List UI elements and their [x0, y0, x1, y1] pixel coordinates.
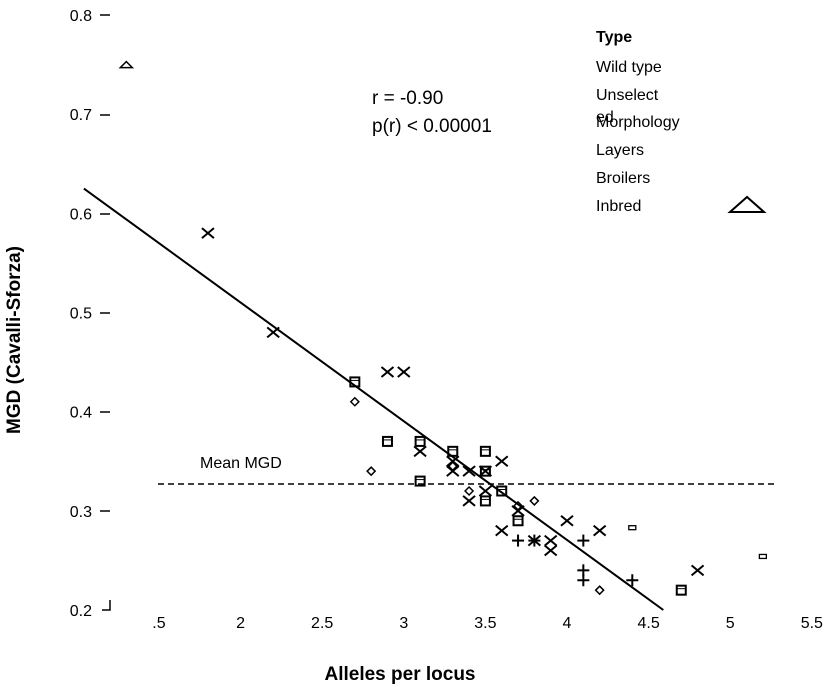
y-tick-label: 0.7: [70, 107, 92, 124]
data-points: [118, 60, 768, 596]
point-square: [414, 475, 426, 487]
point-plus: [512, 534, 525, 547]
y-tick-label: 0.3: [70, 504, 92, 521]
y-tick-label: 0.5: [70, 306, 92, 323]
point-cross: [201, 227, 215, 239]
p-value-label: p(r) < 0.00001: [372, 116, 492, 137]
point-cross: [495, 524, 509, 537]
point-square: [381, 435, 393, 447]
point-square: [675, 584, 687, 596]
point-cross: [478, 485, 493, 497]
y-axis-title: MGD (Cavalli-Sforza): [4, 246, 25, 434]
x-tick-label: 4: [563, 615, 572, 632]
legend-item-wild-type: Wild type: [596, 59, 662, 76]
x-tick-label: 5: [726, 615, 735, 632]
point-triangle: [118, 60, 135, 69]
legend-item-morphology: Morphology: [596, 114, 680, 131]
point-square: [447, 445, 459, 457]
mean-mgd-label: Mean MGD: [200, 455, 282, 472]
point-cross: [266, 326, 280, 339]
legend-title: Type: [596, 29, 632, 46]
point-cross: [413, 445, 427, 458]
point-cross: [462, 465, 476, 477]
point-diamond: [529, 495, 540, 506]
point-square: [479, 465, 491, 477]
y-tick-label: 0.2: [70, 603, 92, 620]
point-diamond: [512, 500, 524, 511]
point-cross: [544, 544, 558, 557]
point-square: [512, 515, 524, 527]
point-plus: [577, 574, 590, 587]
point-diamond: [464, 485, 475, 497]
legend-item-layers: Layers: [596, 142, 644, 159]
x-tick-label: 2.5: [311, 615, 333, 632]
y-tick-label: 0.4: [70, 405, 92, 422]
point-cross: [560, 514, 574, 527]
x-axis-title: Alleles per locus: [324, 664, 475, 685]
y-tick-labels: 0.2 0.3 0.4 0.5 0.6 0.7 0.8: [70, 8, 92, 620]
point-square: [414, 435, 426, 447]
x-tick-label: 3.5: [474, 615, 496, 632]
point-cross: [593, 524, 607, 537]
point-square: [479, 495, 491, 507]
legend-item-unselected: Unselect ed: [596, 87, 659, 126]
point-diamond: [349, 396, 360, 407]
point-plus: [577, 534, 590, 547]
point-diamond: [447, 461, 458, 472]
x-tick-label: 2: [236, 615, 245, 632]
point-cross: [397, 366, 411, 378]
point-cross: [690, 564, 705, 577]
x-tick-label: 4.5: [637, 615, 659, 632]
y-tick-label: 0.6: [70, 206, 92, 223]
x-tick-labels: .5 2 2.5 3 3.5 4 4.5 5 5.5: [152, 615, 823, 632]
point-dash: [628, 525, 637, 531]
point-cross: [462, 495, 476, 507]
x-tick-label: 5.5: [801, 615, 823, 632]
point-plus: [626, 574, 639, 587]
axes: [100, 14, 111, 611]
point-plus: [528, 534, 541, 547]
point-cross: [544, 534, 558, 547]
axis-corner: [102, 600, 111, 611]
point-diamond: [366, 466, 377, 477]
point-dash: [758, 553, 768, 560]
x-tick-label: 3: [399, 615, 408, 632]
correlation-label: r = -0.90: [372, 88, 443, 109]
legend-item-broilers: Broilers: [596, 170, 650, 187]
regression-line: [83, 187, 664, 611]
point-cross: [380, 366, 395, 378]
point-square: [349, 376, 361, 388]
point-square: [479, 445, 491, 457]
point-diamond: [594, 585, 605, 596]
x-tick-label: .5: [152, 615, 165, 632]
legend-triangle-marker: [727, 195, 767, 213]
point-cross: [495, 455, 509, 468]
legend: Type Wild type Unselect ed Morphology Lay…: [596, 29, 767, 215]
legend-item-inbred: Inbred: [596, 198, 641, 215]
point-square: [496, 485, 508, 497]
y-tick-label: 0.8: [70, 8, 92, 25]
